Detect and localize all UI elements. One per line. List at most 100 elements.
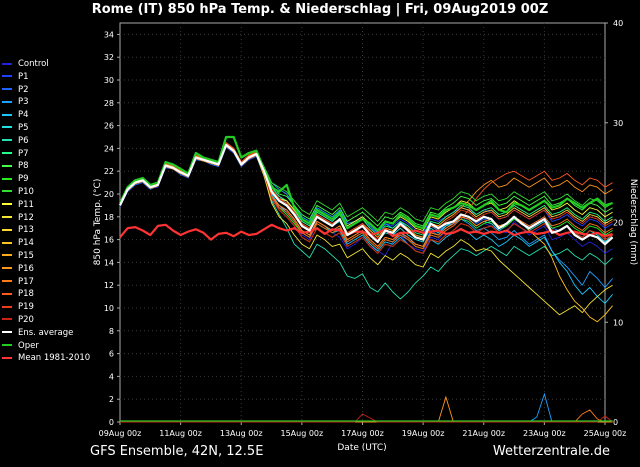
legend-item: P20	[2, 314, 96, 327]
footer-model-info: GFS Ensemble, 42N, 12.5E	[90, 444, 264, 459]
legend-item: P4	[2, 109, 96, 122]
y-tick-label: 6	[109, 350, 114, 359]
legend-swatch	[2, 152, 12, 155]
chart-title: Rome (IT) 850 hPa Temp. & Niederschlag |…	[91, 2, 549, 17]
legend-item: Mean 1981-2010	[2, 352, 96, 365]
series-line-mean-1981-2010	[119, 223, 613, 241]
legend-label: P8	[18, 161, 29, 172]
legend-item: P10	[2, 186, 96, 199]
y-tick-label: 22	[104, 167, 114, 176]
legend-swatch	[2, 113, 12, 116]
x-tick-label: 11Aug 00z	[159, 429, 202, 438]
legend-label: P15	[18, 250, 34, 261]
x-tick-label: 17Aug 00z	[341, 429, 384, 438]
y-tick-label: 12	[104, 281, 114, 290]
legend-swatch	[2, 126, 12, 129]
legend-swatch	[2, 139, 12, 142]
y-tick-label: 18	[104, 213, 114, 222]
y-tick-label: 16	[104, 236, 114, 245]
y-tick-label: 32	[104, 53, 114, 62]
y2-tick-label: 10	[613, 318, 623, 327]
legend-item: P3	[2, 96, 96, 109]
precipitation-group	[120, 392, 613, 423]
legend-item: P18	[2, 288, 96, 301]
legend-label: Control	[18, 59, 49, 69]
x-tick-label: 13Aug 00z	[220, 429, 263, 438]
x-tick-label: 09Aug 00z	[99, 429, 142, 438]
legend-label: Mean 1981-2010	[18, 353, 91, 364]
series-line-ens-average	[119, 143, 614, 246]
y-tick-label: 20	[104, 190, 114, 199]
legend-label: P5	[18, 122, 29, 133]
x-tick-label: 21Aug 00z	[462, 429, 505, 438]
legend-swatch	[2, 75, 12, 78]
legend-swatch	[2, 216, 12, 219]
legend-swatch	[2, 318, 12, 321]
x-tick-label: 25Aug 00z	[584, 429, 627, 438]
grid	[120, 23, 605, 423]
legend-item: P14	[2, 237, 96, 250]
precip-line-p20	[120, 413, 613, 423]
y2-tick-label: 30	[613, 119, 623, 128]
legend-item: P16	[2, 263, 96, 276]
legend-label: P2	[18, 84, 29, 95]
legend-label: P4	[18, 110, 29, 121]
legend-item: Control	[2, 58, 96, 71]
legend-item: Oper	[2, 340, 96, 353]
footer-brand: Wetterzentrale.de	[492, 444, 610, 459]
legend-item: P12	[2, 212, 96, 225]
y-tick-label: 4	[109, 372, 114, 381]
legend-item: P6	[2, 135, 96, 148]
legend-swatch	[2, 254, 12, 257]
legend-item: P8	[2, 160, 96, 173]
y-tick-label: 0	[109, 418, 114, 427]
x-tick-label: 23Aug 00z	[523, 429, 566, 438]
legend-swatch	[2, 356, 12, 359]
legend-swatch	[2, 267, 12, 270]
y-tick-label: 14	[104, 258, 114, 267]
plot-area	[119, 22, 606, 423]
legend-swatch	[2, 62, 12, 65]
legend-label: P3	[18, 97, 29, 108]
legend-label: P13	[18, 225, 34, 236]
legend-item: P17	[2, 276, 96, 289]
legend-item: P9	[2, 173, 96, 186]
legend-item: P7	[2, 148, 96, 161]
y-tick-label: 2	[109, 395, 114, 404]
legend-label: P10	[18, 186, 34, 197]
legend-label: P16	[18, 263, 34, 274]
legend-swatch	[2, 292, 12, 295]
series-line-oper	[119, 135, 613, 232]
y-tick-label: 28	[104, 99, 114, 108]
legend-item: P13	[2, 224, 96, 237]
y-tick-label: 26	[104, 122, 114, 131]
legend-label: P20	[18, 314, 34, 325]
legend-swatch	[2, 344, 12, 347]
legend-label: P7	[18, 148, 29, 159]
legend-label: P11	[18, 199, 34, 210]
legend-label: P1	[18, 71, 29, 82]
legend-swatch	[2, 88, 12, 91]
legend-swatch	[2, 203, 12, 206]
legend-swatch	[2, 100, 12, 103]
legend-item: Ens. average	[2, 327, 96, 340]
y2-tick-label: 0	[613, 418, 618, 427]
legend-swatch	[2, 241, 12, 244]
legend-item: P5	[2, 122, 96, 135]
y2-tick-label: 40	[613, 19, 623, 28]
y-axis-label: 850 hPa Temp. (°C)	[93, 179, 103, 266]
legend-label: P14	[18, 238, 34, 249]
legend-item: P19	[2, 301, 96, 314]
x-axis-label: Date (UTC)	[337, 443, 386, 453]
y2-tick-label: 20	[613, 219, 623, 228]
series-group	[119, 135, 614, 323]
legend-label: P19	[18, 302, 34, 313]
y-tick-label: 24	[104, 144, 114, 153]
legend-swatch	[2, 164, 12, 167]
x-tick-label: 19Aug 00z	[402, 429, 445, 438]
legend-item: P15	[2, 250, 96, 263]
legend-label: P9	[18, 174, 29, 185]
legend-label: P6	[18, 135, 29, 146]
legend-label: Oper	[18, 340, 39, 351]
